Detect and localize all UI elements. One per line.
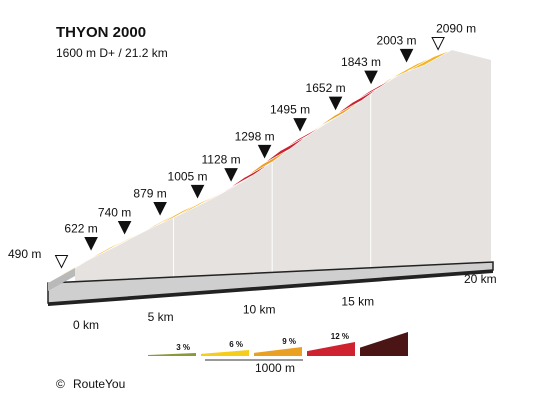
endpoint-marker (54, 255, 69, 269)
endpoint-marker (431, 37, 445, 51)
elevation-label: 1005 m (168, 169, 208, 183)
x-tick-label: 15 km (341, 295, 374, 309)
elevation-marker (153, 201, 167, 216)
elevation-label: 1128 m (201, 153, 240, 167)
legend-scale-label: 1000 m (255, 361, 295, 375)
legend-label: 3 % (176, 343, 190, 352)
gradient-legend: 3 % 6 % 9 % 12 % (148, 332, 408, 361)
elevation-marker (328, 96, 343, 111)
legend-label: 6 % (229, 340, 243, 349)
legend-swatch (148, 353, 196, 356)
elevation-marker (293, 118, 307, 132)
elevation-label: 2090 m (436, 22, 476, 36)
credit: © RouteYou (56, 377, 125, 391)
elevation-marker (224, 168, 238, 182)
copyright-icon: © (56, 377, 65, 391)
profile-back-wall (75, 50, 491, 292)
elevation-label: 490 m (8, 247, 41, 261)
legend-swatch (307, 342, 355, 356)
elevation-marker (190, 184, 205, 199)
elevation-marker (117, 220, 132, 235)
legend-swatch (360, 332, 408, 356)
x-tick-label: 20 km (464, 272, 497, 286)
credit-label: RouteYou (73, 377, 125, 391)
profile-floor-line (48, 270, 493, 306)
elevation-label: 622 m (64, 222, 97, 236)
x-tick-label: 0 km (73, 318, 99, 332)
legend-label: 9 % (282, 337, 296, 346)
elevation-label: 1298 m (235, 129, 275, 143)
legend-swatch (201, 350, 249, 356)
elevation-label: 879 m (133, 186, 166, 200)
x-tick-label: 10 km (243, 302, 276, 316)
elevation-label: 1495 m (270, 103, 310, 117)
elevation-marker (84, 237, 98, 251)
elevation-label: 740 m (98, 205, 131, 219)
x-tick-label: 5 km (148, 310, 174, 324)
elevation-marker (364, 70, 378, 85)
chart-title: THYON 2000 (56, 24, 146, 41)
ribbon-start-face (48, 268, 75, 291)
x-axis: 0 km 5 km 10 km 15 km 20 km (73, 272, 497, 332)
profile-layer (47, 49, 494, 306)
elevation-label: 2003 m (377, 33, 417, 47)
elevation-marker (399, 48, 414, 63)
elevation-label: 1652 m (306, 81, 346, 95)
legend-label: 12 % (331, 332, 349, 341)
legend-swatch (254, 347, 302, 356)
elevation-label: 1843 m (341, 55, 381, 69)
chart-subtitle: 1600 m D+ / 21.2 km (56, 46, 168, 60)
gradient-segment (406, 49, 452, 73)
elevation-marker (257, 144, 272, 159)
